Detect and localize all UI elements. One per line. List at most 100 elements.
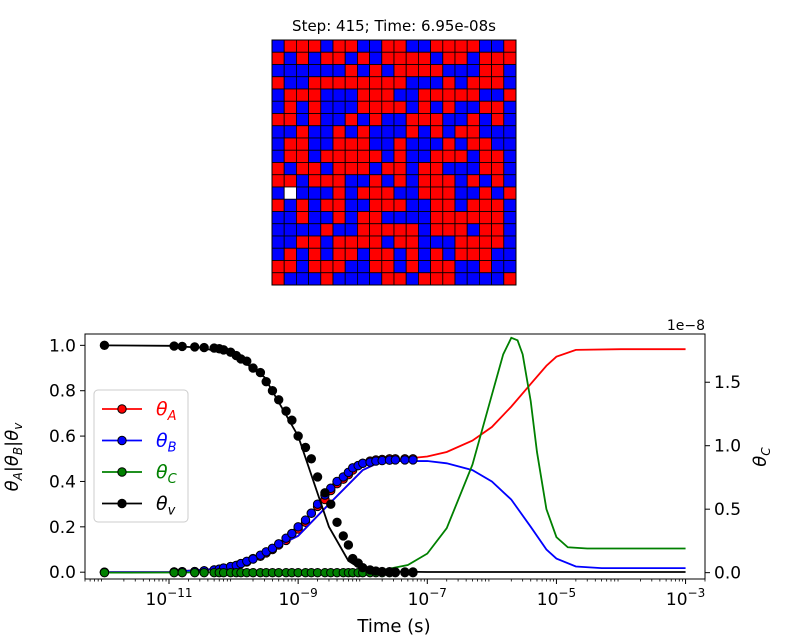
lattice-site-B — [417, 125, 431, 139]
data-point-theta-C — [99, 567, 110, 578]
lattice-site-A — [503, 186, 517, 200]
lattice-site-A — [491, 64, 505, 78]
lattice-site-A — [369, 174, 383, 188]
lattice-site-A — [344, 162, 358, 176]
lattice-site-A — [478, 64, 492, 78]
lattice-site-A — [417, 51, 431, 65]
lattice-site-A — [466, 211, 480, 225]
lattice-site-A — [442, 76, 456, 90]
lattice-site-A — [344, 64, 358, 78]
lattice-site-B — [417, 198, 431, 212]
lattice-site-A — [430, 88, 444, 102]
lattice-site-B — [320, 162, 334, 176]
lattice-site-A — [332, 247, 346, 261]
lattice-site-A — [295, 149, 309, 163]
lattice-site-B — [503, 198, 517, 212]
lattice-site-B — [430, 235, 444, 249]
lattice-site-B — [430, 51, 444, 65]
lattice-site-A — [332, 235, 346, 249]
lattice-site-B — [271, 125, 285, 139]
lattice-site-B — [491, 125, 505, 139]
lattice-site-A — [454, 247, 468, 261]
lattice-site-B — [320, 186, 334, 200]
lattice-site-A — [283, 113, 297, 127]
lattice-site-B — [283, 235, 297, 249]
lattice-site-B — [503, 125, 517, 139]
data-point-theta-C — [169, 567, 179, 578]
data-point-theta-v — [248, 363, 258, 373]
lattice-site-B — [344, 186, 358, 200]
lattice-site-A — [283, 88, 297, 102]
lattice-site-A — [344, 113, 358, 127]
lattice-site-A — [430, 39, 444, 53]
lattice-site-B — [283, 211, 297, 225]
lattice-site-A — [283, 39, 297, 53]
lattice-site-A — [430, 211, 444, 225]
lattice-site-B — [356, 174, 370, 188]
lattice-site-B — [417, 223, 431, 237]
data-point-theta-v — [320, 488, 330, 498]
lattice-site-B — [503, 137, 517, 151]
data-point-theta-v — [408, 567, 418, 577]
lattice-site-B — [393, 211, 407, 225]
lattice-site-A — [454, 211, 468, 225]
lattice-site-A — [332, 51, 346, 65]
lattice-site-B — [478, 88, 492, 102]
lattice-site-A — [478, 100, 492, 114]
lattice-site-B — [442, 247, 456, 261]
lattice-site-B — [344, 272, 358, 286]
lattice-site-B — [320, 247, 334, 261]
lattice-site-A — [332, 174, 346, 188]
lattice-site-A — [491, 51, 505, 65]
lattice-site-A — [381, 162, 395, 176]
lattice-site-A — [369, 223, 383, 237]
legend-label-theta-A: θA — [156, 398, 177, 424]
lattice-site-B — [344, 174, 358, 188]
lattice-site-B — [320, 100, 334, 114]
lattice-site-B — [320, 211, 334, 225]
data-point-theta-v — [255, 367, 266, 378]
lattice-site-A — [478, 223, 492, 237]
lattice-site-A — [478, 198, 492, 212]
lattice-site-B — [271, 100, 285, 114]
lattice-site-A — [405, 64, 419, 78]
lattice-site-A — [344, 137, 358, 151]
lattice-site-A — [369, 260, 383, 274]
lattice-site-A — [442, 88, 456, 102]
lattice-site-A — [344, 247, 358, 261]
lattice-site-A — [271, 51, 285, 65]
lattice-site-B — [308, 223, 322, 237]
lattice-site-A — [478, 162, 492, 176]
lattice-site-B — [283, 76, 297, 90]
lattice-site-B — [454, 162, 468, 176]
lattice-site-B — [356, 39, 370, 53]
lattice-site-A — [381, 186, 395, 200]
lattice-site-B — [320, 64, 334, 78]
lattice-site-A — [320, 272, 334, 286]
lattice-site-A — [332, 149, 346, 163]
lattice-site-A — [417, 162, 431, 176]
lattice-site-B — [466, 186, 480, 200]
data-point-theta-v — [267, 386, 278, 396]
lattice-site-A — [393, 76, 407, 90]
lattice-site-B — [405, 211, 419, 225]
x-axis-label: Time (s) — [356, 616, 430, 637]
lattice-site-A — [381, 51, 395, 65]
lattice-site-A — [393, 235, 407, 249]
lattice-site-A — [442, 198, 456, 212]
lattice-site-B — [308, 137, 322, 151]
lattice-site-B — [466, 272, 480, 286]
lattice-site-A — [454, 51, 468, 65]
lattice-site-A — [405, 235, 419, 249]
lattice-site-B — [344, 88, 358, 102]
lattice-site-B — [295, 223, 309, 237]
lattice-site-B — [503, 100, 517, 114]
lattice-site-A — [320, 51, 334, 65]
lattice-site-B — [491, 272, 505, 286]
lattice-site-A — [466, 125, 480, 139]
data-point-theta-v — [400, 567, 410, 577]
lattice-site-B — [503, 247, 517, 261]
lattice-site-A — [283, 260, 297, 274]
lattice-site-B — [308, 211, 322, 225]
data-point-theta-B — [390, 455, 401, 465]
